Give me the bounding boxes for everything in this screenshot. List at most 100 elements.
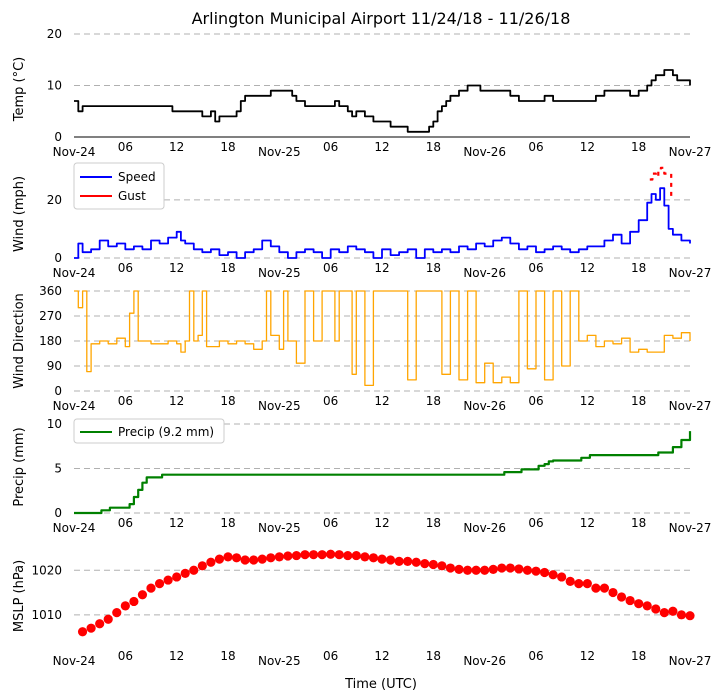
point-mslp-38 <box>403 556 413 566</box>
point-mslp-35 <box>377 554 387 564</box>
point-mslp-11 <box>172 572 182 582</box>
series-wdir-direction <box>74 290 691 387</box>
ytick-label-wdir-2: 180 <box>39 334 62 348</box>
xtick-label-wdir-11: 18 <box>631 394 646 408</box>
xtick-label-temp-3: 18 <box>220 140 235 154</box>
xtick-label-precip-11: 18 <box>631 516 646 530</box>
xtick-label-wind-12: Nov-27 <box>669 266 712 280</box>
point-mslp-2 <box>95 619 105 629</box>
plot-wdir: 0 90 180 270 360 Nov-24 06 12 18 Nov-25 06 12 18 Nov-… <box>39 284 711 413</box>
xtick-label-precip-8: Nov-26 <box>463 521 506 535</box>
x-axis-label: Time (UTC) <box>344 677 417 692</box>
ylabel-mslp: MSLP (hPa) <box>12 560 27 632</box>
point-mslp-23 <box>274 552 284 562</box>
point-mslp-22 <box>266 553 276 563</box>
point-mslp-37 <box>394 556 404 566</box>
ylabel-precip: Precip (mm) <box>12 427 27 506</box>
xtick-label-wind-5: 06 <box>323 261 338 275</box>
legend-label-precip: Precip (9.2 mm) <box>118 425 214 439</box>
point-mslp-20 <box>249 555 259 565</box>
xtick-label-wind-2: 12 <box>169 261 184 275</box>
ytick-label-wdir-1: 90 <box>47 359 62 373</box>
point-mslp-1 <box>86 623 96 633</box>
xtick-label-precip-4: Nov-25 <box>258 521 301 535</box>
point-mslp-44 <box>454 564 464 574</box>
xtick-label-mslp-2: 12 <box>169 649 184 663</box>
point-mslp-31 <box>343 550 353 561</box>
legend-wind: Speed Gust <box>73 162 165 210</box>
point-mslp-41 <box>428 559 438 570</box>
xtick-label-wdir-12: Nov-27 <box>669 399 712 413</box>
xtick-label-precip-12: Nov-27 <box>669 521 712 535</box>
point-mslp-32 <box>351 550 361 561</box>
point-mslp-46 <box>471 565 481 575</box>
xtick-label-wdir-6: 12 <box>374 394 389 408</box>
xtick-label-precip-5: 06 <box>323 516 338 530</box>
ytick-label-wdir-4: 360 <box>39 284 62 298</box>
xtick-label-mslp-12: Nov-27 <box>669 654 712 668</box>
xtick-label-wind-8: Nov-26 <box>463 266 506 280</box>
point-mslp-48 <box>488 564 498 574</box>
point-mslp-64 <box>625 595 635 606</box>
chart-title: Arlington Municipal Airport 11/24/18 - 1… <box>192 9 571 28</box>
xtick-label-precip-10: 12 <box>580 516 595 530</box>
point-mslp-61 <box>599 583 610 593</box>
xtick-label-precip-3: 18 <box>220 516 235 530</box>
point-mslp-13 <box>189 565 199 575</box>
ytick-label-precip-0: 0 <box>54 506 62 520</box>
point-mslp-56 <box>557 572 567 582</box>
point-mslp-8 <box>146 583 156 593</box>
point-mslp-24 <box>283 551 293 561</box>
legend-label-speed: Speed <box>118 170 156 184</box>
point-mslp-67 <box>651 604 661 614</box>
xtick-label-wdir-0: Nov-24 <box>53 399 96 413</box>
point-mslp-18 <box>231 553 242 563</box>
point-mslp-69 <box>668 606 678 616</box>
point-mslp-36 <box>385 555 396 565</box>
point-mslp-16 <box>214 554 225 564</box>
point-mslp-30 <box>334 550 344 560</box>
point-mslp-47 <box>480 565 490 575</box>
point-mslp-9 <box>154 579 165 589</box>
xtick-label-wind-1: 06 <box>118 261 133 275</box>
ytick-label-precip-2: 10 <box>47 417 62 431</box>
ytick-label-wdir-0: 0 <box>54 384 62 398</box>
point-mslp-40 <box>420 558 430 569</box>
ylabel-wind-direction: Wind Direction <box>12 293 27 389</box>
point-mslp-57 <box>565 576 575 587</box>
ytick-label-wind-0: 0 <box>54 251 62 265</box>
ytick-label-precip-1: 5 <box>54 462 62 476</box>
xtick-label-wind-3: 18 <box>220 261 235 275</box>
xtick-label-precip-7: 18 <box>426 516 441 530</box>
xtick-label-mslp-0: Nov-24 <box>53 654 96 668</box>
xtick-label-temp-11: 18 <box>631 140 646 154</box>
xtick-label-wind-10: 12 <box>580 261 595 275</box>
xtick-label-mslp-10: 12 <box>580 649 595 663</box>
series-wind-gust <box>649 166 673 197</box>
xtick-label-wdir-4: Nov-25 <box>258 399 301 413</box>
point-mslp-26 <box>300 550 310 560</box>
xtick-label-mslp-4: Nov-25 <box>258 654 301 668</box>
xtick-label-temp-9: 06 <box>528 140 543 154</box>
point-mslp-53 <box>531 566 541 576</box>
ytick-label-mslp-1: 1020 <box>31 563 62 577</box>
point-mslp-60 <box>591 583 601 593</box>
xtick-label-temp-12: Nov-27 <box>669 145 712 159</box>
xtick-label-temp-1: 06 <box>118 140 133 154</box>
point-mslp-12 <box>180 568 190 578</box>
xtick-label-wind-6: 12 <box>374 261 389 275</box>
point-mslp-14 <box>197 561 207 571</box>
xtick-label-temp-10: 12 <box>580 140 595 154</box>
ytick-label-temp-2: 20 <box>47 27 62 41</box>
point-mslp-0 <box>77 627 88 637</box>
point-mslp-45 <box>462 565 473 575</box>
point-mslp-50 <box>505 563 515 573</box>
legend-precip: Precip (9.2 mm) <box>73 418 225 444</box>
xtick-label-temp-8: Nov-26 <box>463 145 506 159</box>
xtick-label-wind-11: 18 <box>631 261 646 275</box>
point-mslp-5 <box>120 601 130 611</box>
point-mslp-21 <box>257 554 267 564</box>
point-mslp-39 <box>411 557 421 567</box>
xtick-label-precip-2: 12 <box>169 516 184 530</box>
point-mslp-66 <box>642 601 652 611</box>
